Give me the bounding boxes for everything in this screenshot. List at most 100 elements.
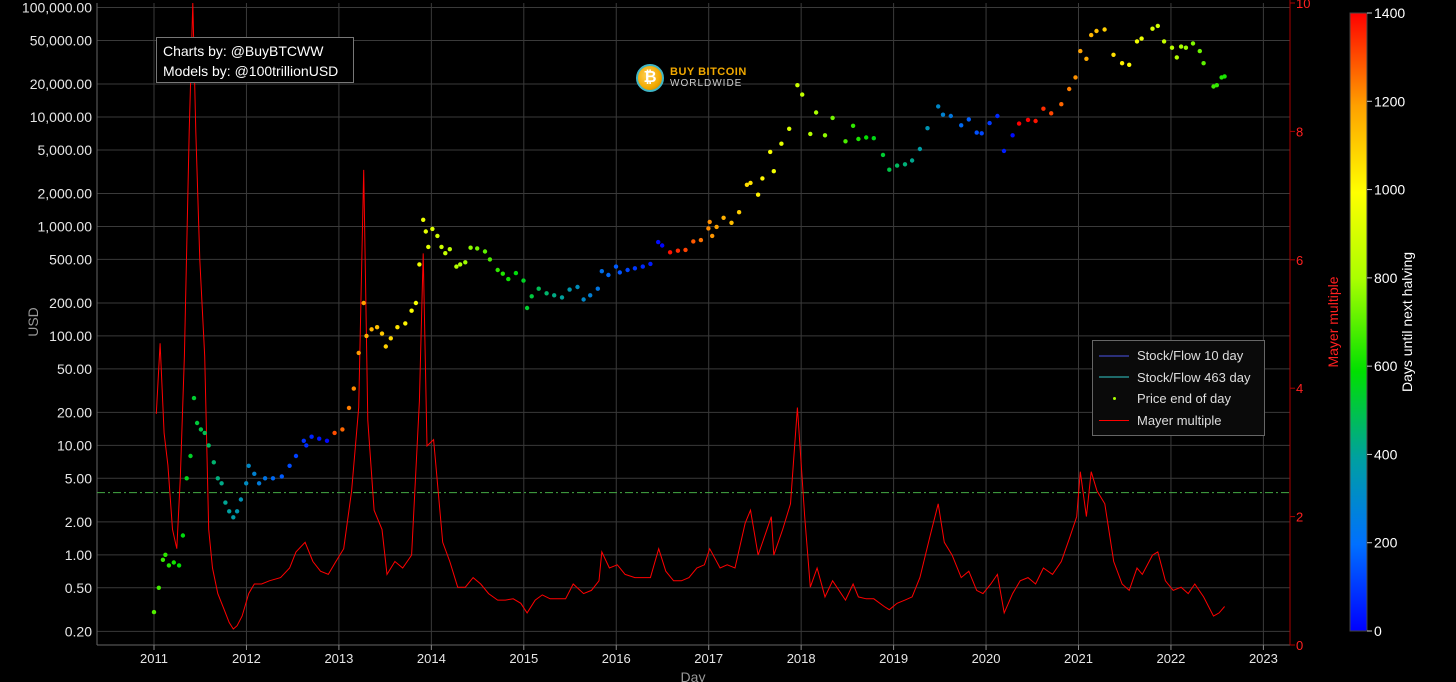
price-point [808,131,813,137]
price-point [211,460,216,465]
price-point [417,262,422,267]
price-point [706,226,711,231]
price-point [287,463,292,468]
x-axis-ticks: 2011 2012 2013 2014 2015 2016 2017 2018 2019 2020… [140,645,1278,666]
y-tick-label: 50.00 [57,361,92,377]
price-point [632,266,638,271]
price-point [771,169,776,174]
price-point [206,443,211,448]
price-point [246,463,251,468]
y-tick-label: 2.00 [65,514,92,530]
price-point [1119,61,1125,66]
y-tick-label: 20.00 [57,404,92,420]
price-point [1059,102,1064,107]
x-tick-label: 2018 [787,651,816,666]
y-axis-ticks: 100,000.00 50,000.00 20,000.00 10,000.00 5,0… [22,0,92,639]
y2-tick-label: 2 [1296,510,1303,525]
price-point [760,176,765,181]
x-axis-label: Day [681,669,706,682]
price-point [1102,27,1107,32]
price-point [160,557,166,562]
price-point [463,260,468,265]
colorbar-tick-label: 0 [1374,623,1382,639]
x-tick-label: 2011 [140,651,168,666]
grid-lines [96,3,1290,646]
price-point [317,436,322,441]
legend-item-price: Price end of day [1099,388,1258,410]
price-point [421,217,426,222]
price-point [995,113,1000,119]
y-tick-label: 5,000.00 [38,142,93,158]
price-point [369,327,374,332]
y2-tick-label: 8 [1296,124,1303,139]
price-point [252,471,257,476]
price-point [1025,117,1031,123]
price-point [215,476,220,481]
price-point [238,497,244,502]
price-point [194,420,200,426]
x-tick-label: 2012 [232,651,261,666]
x-tick-label: 2020 [972,651,1001,666]
price-point [871,136,876,141]
y-tick-label: 1.00 [65,547,92,563]
legend-label: Price end of day [1137,391,1231,407]
price-point [198,427,204,432]
price-point [447,247,452,252]
colorbar-tick-label: 800 [1374,270,1398,286]
price-point [1161,39,1167,44]
price-point [787,126,792,131]
price-series [151,23,1227,615]
price-point [744,182,750,187]
price-point [856,136,861,142]
price-point [1183,45,1189,50]
price-point [487,257,493,262]
price-point [1134,39,1140,44]
price-point [361,300,366,306]
price-point [559,295,565,300]
price-point [729,220,734,225]
price-point [1067,86,1072,92]
price-point [936,104,941,109]
price-point [800,92,805,97]
y2-tick-label: 6 [1296,253,1303,268]
price-point [714,224,719,230]
price-point [244,481,249,486]
legend-item-mayer: Mayer multiple [1099,410,1258,432]
price-point [748,180,753,186]
price-point [843,139,848,144]
price-point [495,267,500,273]
y2-tick-label: 0 [1296,638,1303,653]
price-point [966,117,971,122]
price-point [691,239,696,244]
y2-tick-label: 10 [1296,0,1310,11]
price-point [902,162,908,167]
price-point [346,405,352,411]
price-point [1155,23,1161,29]
price-point [656,239,661,245]
price-point [293,453,299,459]
logo-line1: BUY BITCOIN [670,66,747,78]
price-point [356,350,361,356]
price-point [552,293,557,298]
y-tick-label: 50,000.00 [30,32,92,48]
price-point [151,609,157,615]
y-axis-label: USD [25,307,41,337]
price-point [482,249,488,254]
attribution-models: Models by: @100trillionUSD [163,63,339,79]
price-point [822,133,828,138]
price-point [270,476,276,481]
y-tick-label: 100,000.00 [22,0,92,16]
price-point [1084,56,1089,61]
colorbar-tick-label: 1400 [1374,5,1405,21]
colorbar-ticks: 0 200 400 600 800 1000 1200 1400 [1367,5,1405,639]
price-point [1010,133,1015,138]
price-point [435,233,440,239]
price-point [256,481,262,486]
price-point [667,250,673,255]
price-point [1049,111,1054,116]
price-point [1190,41,1196,46]
price-point [1211,84,1216,89]
price-point [1150,26,1155,31]
price-point [454,264,459,269]
colorbar-label: Days until next halving [1399,252,1415,392]
